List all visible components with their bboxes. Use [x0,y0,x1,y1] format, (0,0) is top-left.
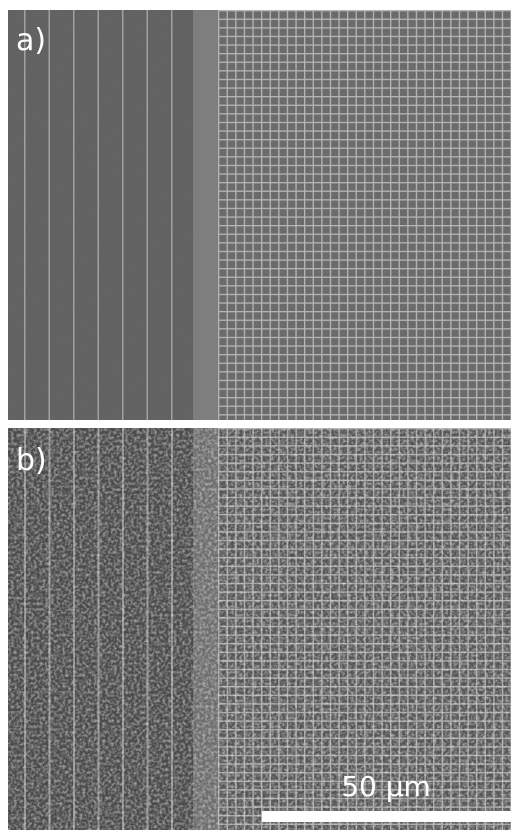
panel-label: a) [16,23,46,58]
scale-bar [262,811,511,822]
texture [8,428,511,830]
texture [8,10,511,420]
panel-a: a) [8,10,511,420]
scale-bar-label: 50 μm [341,770,431,803]
figure: a) b) 50 μm [0,0,517,833]
panel-b: b) 50 μm [8,428,511,830]
panel-label: b) [16,443,47,478]
